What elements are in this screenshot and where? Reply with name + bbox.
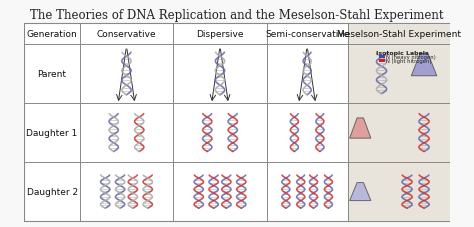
Text: Dispersive: Dispersive [196,30,244,39]
Text: Conservative: Conservative [97,30,156,39]
Text: Parent: Parent [37,70,66,79]
Bar [379,60,384,63]
Text: Daughter 1: Daughter 1 [27,128,78,137]
Polygon shape [350,183,371,201]
Text: Daughter 2: Daughter 2 [27,187,78,196]
Text: The Theories of DNA Replication and the Meselson-Stahl Experiment: The Theories of DNA Replication and the … [30,9,444,22]
Polygon shape [411,54,437,76]
Bar [25,24,449,221]
Bar [347,24,449,221]
Text: Semi-conservative: Semi-conservative [265,30,349,39]
Polygon shape [350,118,371,138]
Text: N (light nitrogen): N (light nitrogen) [386,59,431,64]
Text: N (heavy nitrogen): N (heavy nitrogen) [386,54,436,59]
Bar [379,56,384,58]
Text: Generation: Generation [27,30,77,39]
Text: Isotopic Labels: Isotopic Labels [376,50,429,55]
Text: Meselson-Stahl Experiment: Meselson-Stahl Experiment [337,30,461,39]
